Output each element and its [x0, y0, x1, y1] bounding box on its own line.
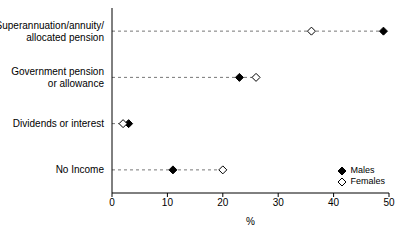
svg-text:50: 50 [383, 197, 389, 208]
svg-text:%: % [246, 216, 255, 227]
svg-text:20: 20 [217, 197, 229, 208]
svg-text:40: 40 [328, 197, 340, 208]
svg-text:0: 0 [109, 197, 115, 208]
html-text:Males: Males [350, 165, 375, 175]
svg-text:Government pensionor allowance: Government pensionor allowance [11, 66, 104, 89]
svg-text:10: 10 [162, 197, 174, 208]
html-text:Females: Females [350, 176, 385, 186]
svg-text:Dividends or interest: Dividends or interest [13, 118, 104, 129]
svg-text:Superannuation/annuity/allocat: Superannuation/annuity/allocated pension [8, 20, 104, 43]
svg-text:No Income: No Income [56, 164, 105, 175]
svg-text:30: 30 [273, 197, 285, 208]
